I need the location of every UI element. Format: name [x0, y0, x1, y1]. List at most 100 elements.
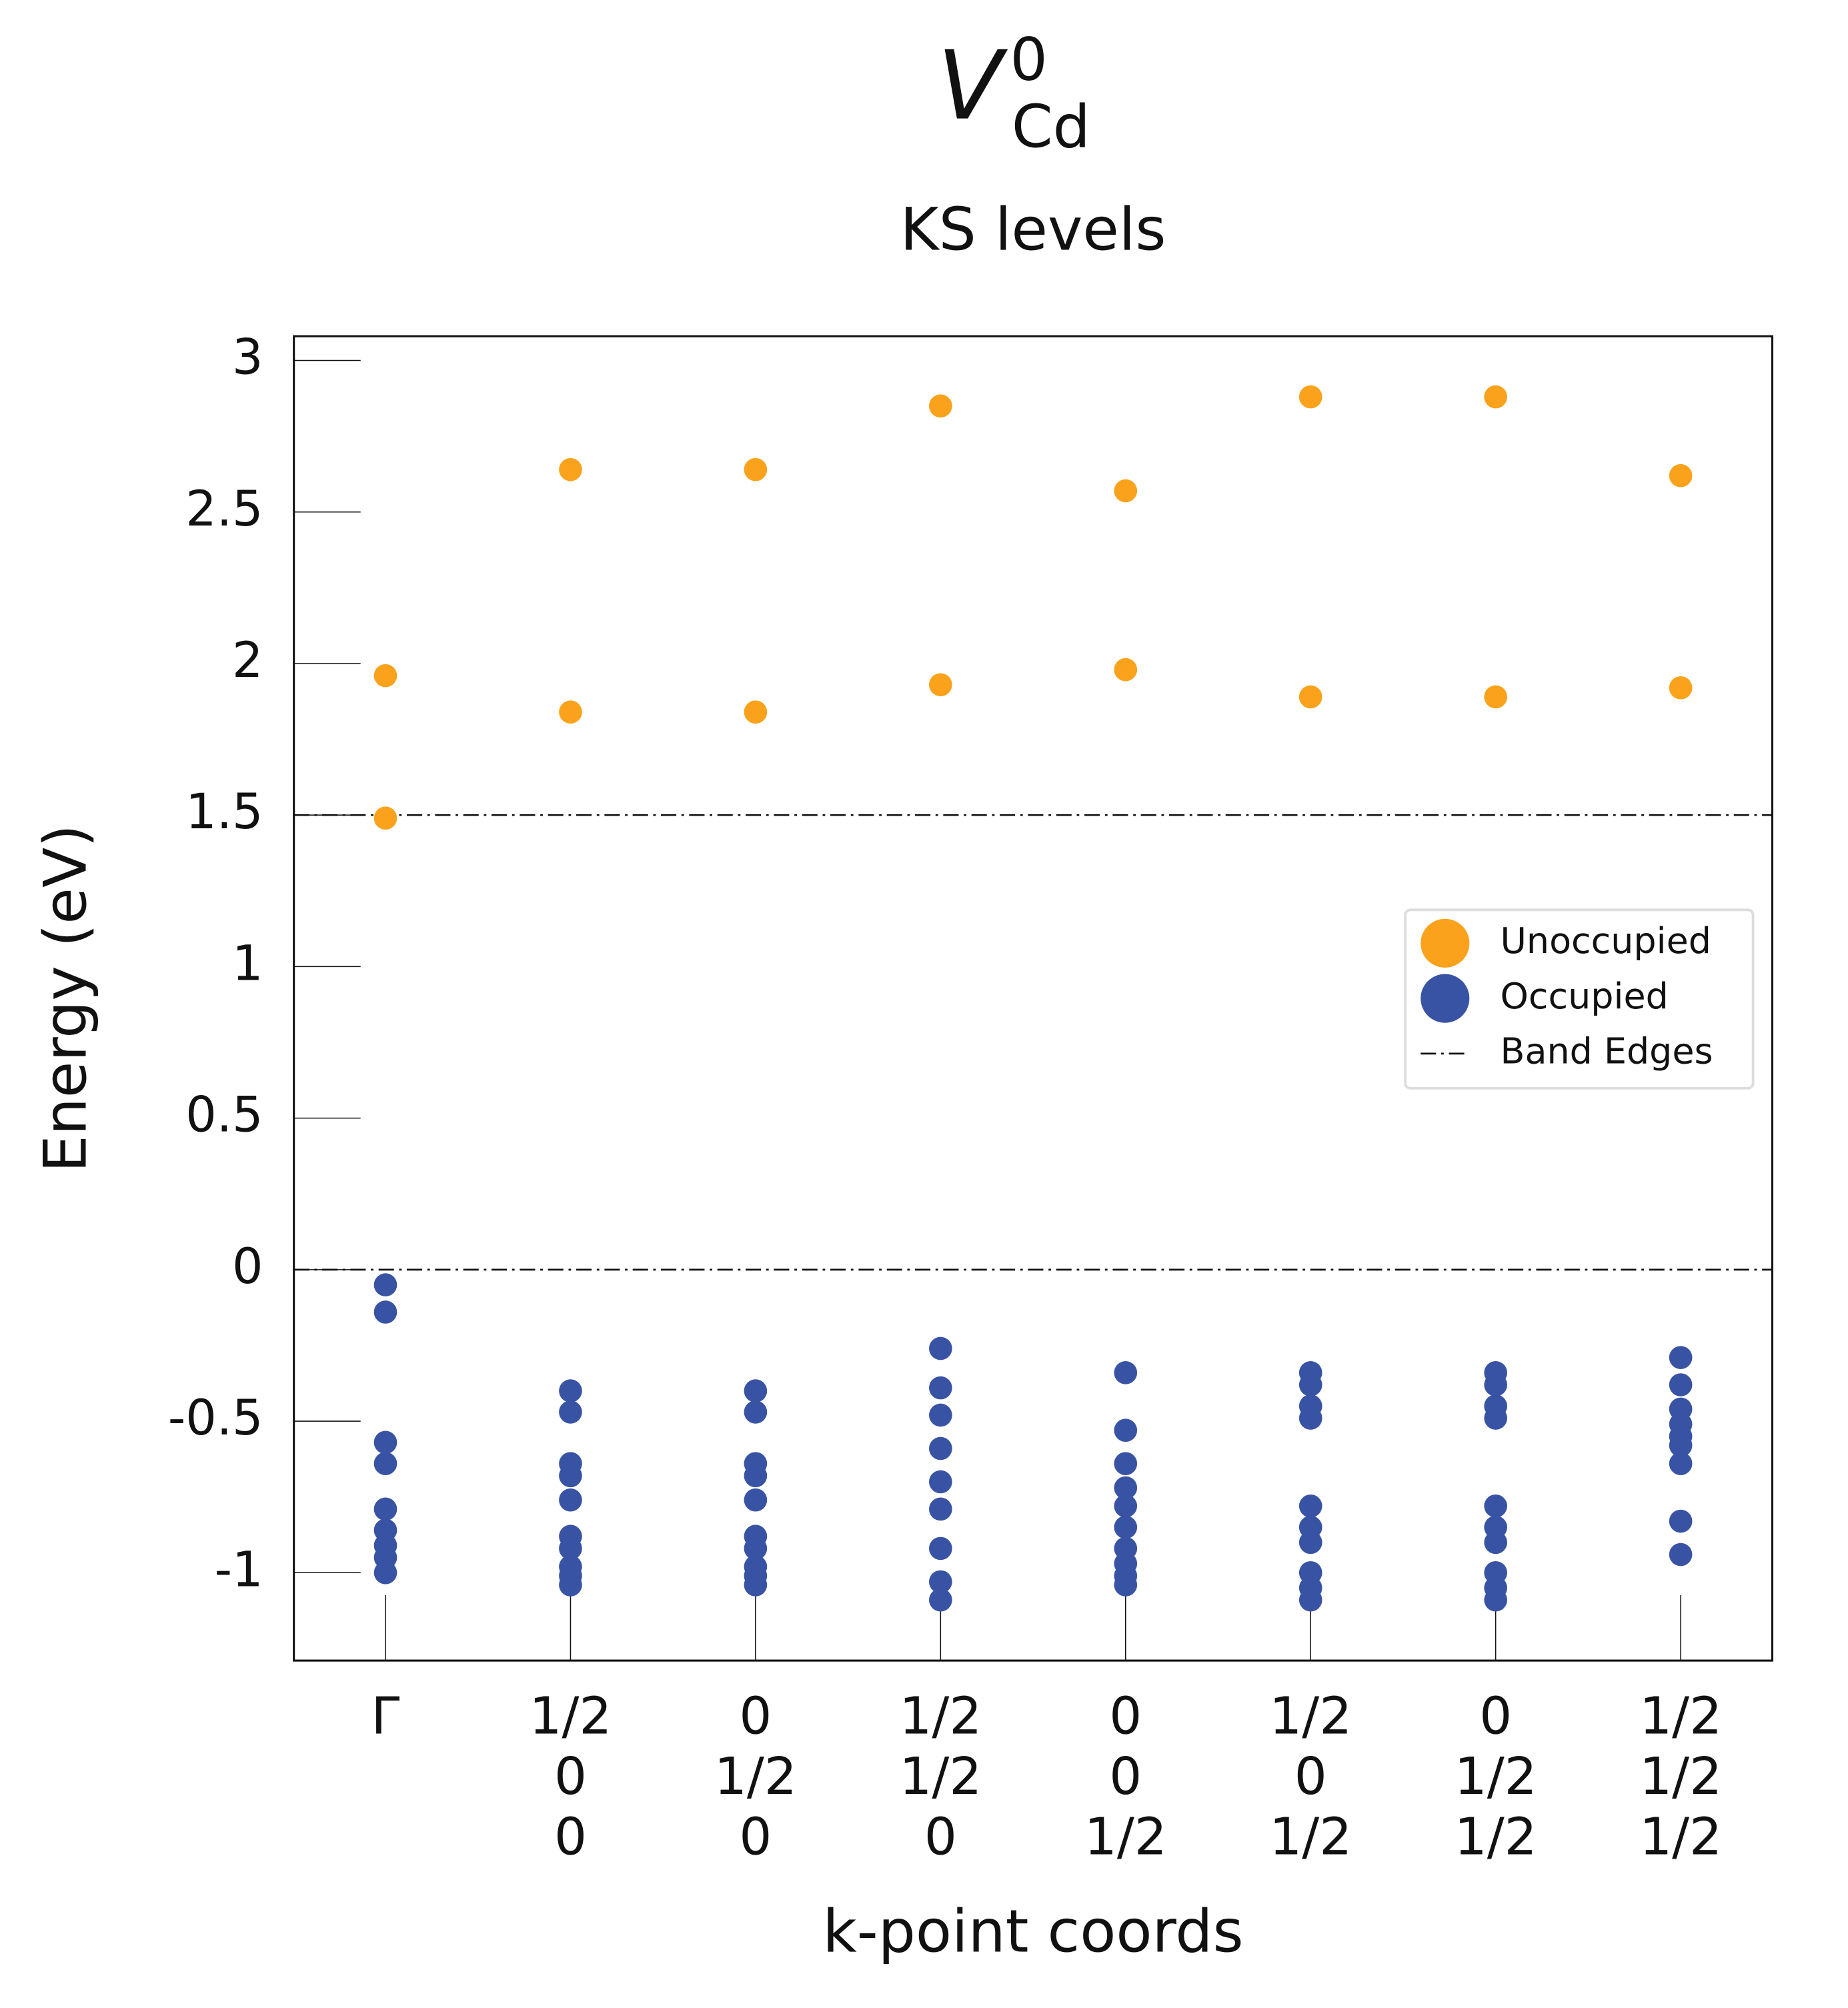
y-tick-label: 0: [232, 1238, 263, 1295]
point: [1669, 676, 1693, 700]
point: [1114, 1361, 1138, 1384]
point: [929, 1403, 952, 1427]
point: [1114, 1418, 1138, 1442]
point: [559, 1537, 582, 1561]
point: [929, 394, 952, 418]
point: [1298, 1494, 1322, 1518]
x-axis-label: k-point coords: [823, 1897, 1244, 1965]
point: [1484, 1373, 1508, 1396]
point: [1114, 1515, 1138, 1539]
point: [744, 1573, 768, 1597]
point: [929, 1336, 952, 1360]
x-tick-label: 1/2: [899, 1747, 982, 1807]
point: [744, 700, 768, 724]
point: [1484, 1588, 1508, 1612]
point: [1298, 685, 1322, 709]
point: [929, 1376, 952, 1400]
point: [744, 1464, 768, 1488]
point: [1484, 685, 1508, 709]
point: [373, 1273, 397, 1296]
x-tick-label: 1/2: [714, 1747, 797, 1807]
point: [929, 1436, 952, 1460]
x-tick-label: 1/2: [530, 1687, 612, 1747]
y-tick-label: 1.5: [185, 784, 263, 840]
point: [929, 1497, 952, 1521]
point: [373, 1300, 397, 1324]
point: [1669, 1346, 1693, 1369]
title-subscript: Cd: [1012, 93, 1090, 161]
legend-label: Unoccupied: [1501, 920, 1711, 962]
x-tick-label: 1/2: [899, 1687, 982, 1747]
x-tick-label: 0: [739, 1807, 772, 1867]
point: [1114, 479, 1138, 503]
y-tick-label: 0.5: [185, 1087, 263, 1144]
point: [1114, 1452, 1138, 1476]
point: [1114, 1573, 1138, 1597]
point: [1484, 1531, 1508, 1555]
point: [744, 1379, 768, 1402]
y-tick-label: 2.5: [185, 481, 263, 538]
chart-title: V 0 Cd: [938, 26, 1090, 161]
point: [559, 700, 582, 724]
point: [373, 1452, 397, 1476]
point: [1484, 385, 1508, 409]
title-superscript: 0: [1010, 26, 1047, 95]
point: [744, 1400, 768, 1424]
point: [1298, 1531, 1322, 1555]
x-tick-label: 0: [739, 1687, 772, 1747]
point: [373, 1430, 397, 1454]
point: [1298, 1406, 1322, 1430]
point: [373, 806, 397, 830]
point: [929, 1588, 952, 1612]
x-tick-label: 0: [924, 1807, 957, 1867]
legend-box: [1404, 908, 1755, 1090]
point: [1669, 463, 1693, 487]
x-tick-label: 1/2: [1084, 1807, 1167, 1867]
point: [1298, 385, 1322, 409]
point: [373, 1561, 397, 1585]
point: [1298, 1373, 1322, 1396]
x-tick-label: 1/2: [1639, 1687, 1722, 1747]
point: [1669, 1543, 1693, 1567]
x-tick-label: 0: [1109, 1687, 1142, 1747]
point: [744, 457, 768, 481]
point: [929, 673, 952, 697]
point: [929, 1537, 952, 1561]
y-tick-label: -0.5: [168, 1390, 263, 1446]
point: [929, 1470, 952, 1494]
point: [1298, 1588, 1322, 1612]
x-tick-label: 0: [554, 1807, 587, 1867]
x-tick-label: 0: [1479, 1687, 1512, 1747]
y-tick-label: -1: [215, 1541, 263, 1598]
x-tick-label: 1/2: [1269, 1807, 1352, 1867]
point: [1114, 1494, 1138, 1518]
point: [1669, 1373, 1693, 1396]
point: [1669, 1509, 1693, 1533]
x-tick-label: 1/2: [1269, 1687, 1352, 1747]
y-tick-label: 2: [232, 632, 263, 689]
point: [559, 1488, 582, 1512]
point: [1669, 1452, 1693, 1476]
point: [559, 1573, 582, 1597]
point: [559, 1464, 582, 1488]
x-tick-label: 0: [1294, 1747, 1327, 1807]
point: [559, 1400, 582, 1424]
point: [1114, 1476, 1138, 1500]
point: [1114, 658, 1138, 682]
x-tick-label: 1/2: [1455, 1747, 1537, 1807]
legend-label: Band Edges: [1501, 1030, 1713, 1072]
point: [373, 1497, 397, 1521]
point: [559, 457, 582, 481]
point: [373, 664, 397, 688]
title-main: V: [938, 31, 1008, 141]
point: [744, 1488, 768, 1512]
point: [1484, 1494, 1508, 1518]
plot-frame: [293, 335, 1774, 1662]
point: [744, 1537, 768, 1561]
point: [929, 1570, 952, 1594]
x-tick-label: 1/2: [1455, 1807, 1537, 1867]
point: [1484, 1406, 1508, 1430]
x-tick-label: 1/2: [1639, 1807, 1722, 1867]
x-tick-label: 1/2: [1639, 1747, 1722, 1807]
